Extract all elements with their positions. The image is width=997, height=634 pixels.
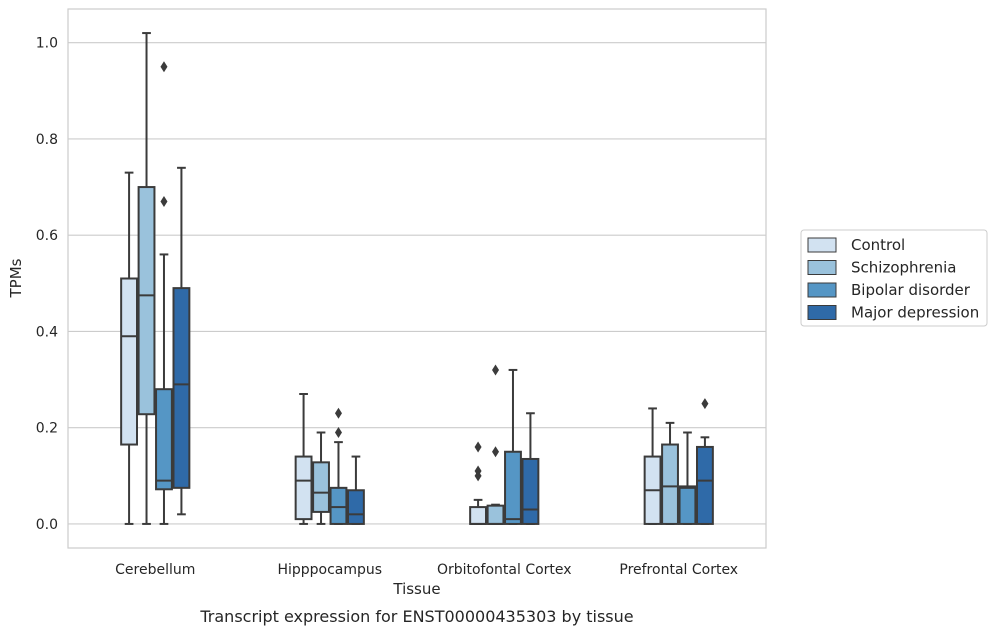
box (155, 61, 173, 525)
outlier-point (334, 407, 342, 419)
box-body (486, 504, 505, 525)
x-tick-labels: Cerebellum Hipppocampus Orbitofontal Corte… (115, 562, 738, 578)
box (469, 441, 487, 525)
legend-item: Schizophrenia (807, 259, 956, 277)
legend-swatch (807, 237, 837, 253)
legend-swatch (807, 305, 837, 320)
outlier-point (492, 364, 500, 376)
y-tick-label: 0.6 (36, 228, 58, 244)
outlier-point (160, 196, 168, 207)
legend-label: Major depression (851, 304, 979, 322)
box (347, 455, 365, 525)
legend-items: Control Schizophrenia Bipolar disorder Majo… (807, 236, 979, 322)
box-series-group (120, 32, 714, 525)
box (504, 368, 522, 525)
y-tick-label: 0.0 (36, 517, 58, 533)
box-body (294, 455, 313, 521)
box-body (155, 388, 173, 491)
legend-item: Control (807, 236, 905, 254)
box-body (678, 485, 697, 525)
box (678, 431, 697, 525)
legend-swatch (807, 282, 837, 298)
box (172, 166, 191, 516)
outlier-point (474, 470, 482, 482)
box-body (137, 186, 156, 416)
legend-item: Major depression (807, 304, 979, 322)
box (294, 393, 313, 525)
series-major-depression (172, 166, 714, 525)
y-tick-label: 0.8 (36, 132, 58, 148)
y-axis-label: TPMs (7, 258, 25, 298)
box-body (172, 287, 191, 489)
plot-frame (67, 8, 767, 549)
legend-item: Bipolar disorder (807, 281, 971, 299)
x-axis-label: Tissue (392, 580, 440, 598)
box (329, 407, 348, 525)
series-schizophrenia (137, 32, 679, 525)
box (120, 171, 139, 525)
series-bipolar-disorder (155, 61, 697, 525)
box-body (504, 450, 522, 525)
box-body (120, 277, 139, 446)
x-tick-label: Prefrontal Cortex (619, 562, 738, 578)
outlier-point (160, 61, 168, 73)
legend: Control Schizophrenia Bipolar disorder Majo… (800, 229, 988, 327)
x-tick-label: Cerebellum (115, 562, 195, 578)
box (643, 407, 662, 525)
x-tick-label: Orbitofontal Cortex (437, 562, 572, 578)
box (661, 421, 679, 525)
outlier-point (701, 398, 709, 410)
outlier-point (492, 446, 500, 458)
legend-label: Control (851, 236, 905, 254)
box-body (696, 445, 714, 525)
box-body (329, 486, 348, 525)
outlier-point (474, 441, 482, 453)
box-body (521, 457, 540, 525)
box (521, 412, 540, 525)
legend-frame (800, 229, 988, 327)
box-body (469, 506, 487, 525)
box (696, 398, 714, 525)
box (486, 364, 505, 525)
y-tick-label: 0.2 (36, 421, 58, 437)
outlier-point (334, 427, 342, 438)
box (312, 431, 330, 525)
x-tick-label: Hipppocampus (277, 562, 382, 578)
box-body (312, 461, 330, 513)
legend-label: Bipolar disorder (851, 281, 971, 299)
box-body (347, 489, 365, 525)
chart-caption: Transcript expression for ENST0000043530… (199, 607, 633, 626)
legend-label: Schizophrenia (851, 259, 956, 277)
y-tick-label: 1.0 (36, 36, 58, 52)
box-body (661, 443, 679, 525)
box (137, 32, 156, 525)
y-tick-label: 0.4 (36, 324, 58, 340)
legend-swatch (807, 260, 837, 275)
series-control (120, 171, 662, 525)
y-tick-labels: 0.0 0.2 0.4 0.6 0.8 1.0 (36, 36, 58, 533)
